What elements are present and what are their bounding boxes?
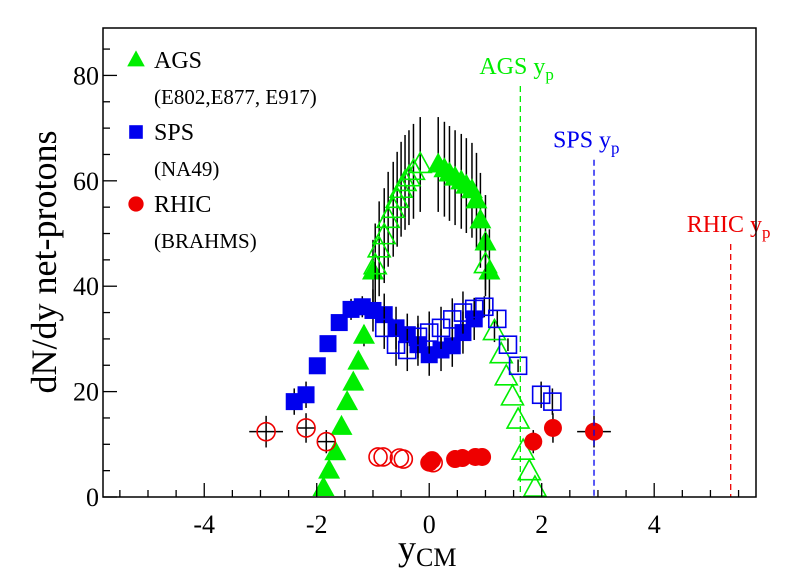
data-point bbox=[371, 221, 397, 245]
data-point bbox=[316, 431, 337, 452]
x-tick-label: -4 bbox=[193, 510, 215, 539]
x-axis-label-main: y bbox=[398, 528, 416, 568]
data-point bbox=[543, 418, 562, 437]
data-marks bbox=[249, 117, 611, 497]
data-point bbox=[482, 317, 507, 341]
beam-rapidity-label-rhic: RHIC yp bbox=[687, 212, 771, 242]
legend-label: AGS bbox=[154, 48, 202, 74]
legend-item-sps: SPS (NA49) bbox=[129, 120, 219, 181]
data-point bbox=[368, 447, 388, 467]
data-point bbox=[505, 406, 531, 429]
data-point bbox=[469, 208, 492, 229]
beam-rapidity-label-subscript: p bbox=[762, 223, 771, 242]
data-point bbox=[392, 168, 418, 192]
series-sps-reflected bbox=[374, 291, 562, 415]
data-point bbox=[464, 299, 484, 319]
data-point bbox=[508, 356, 528, 376]
beam-rapidity-label-text: RHIC y bbox=[687, 212, 762, 238]
x-axis-label: yCM bbox=[398, 528, 456, 572]
data-point bbox=[330, 314, 348, 332]
data-point bbox=[419, 323, 439, 342]
data-point bbox=[324, 440, 347, 461]
data-point bbox=[465, 188, 488, 209]
legend-item-ags: AGS (E802,E877, E917) bbox=[127, 48, 317, 109]
data-point bbox=[312, 476, 335, 497]
beam-rapidity-label-text: SPS y bbox=[553, 128, 611, 154]
data-point bbox=[352, 323, 375, 344]
series-ags-measured bbox=[312, 117, 501, 497]
data-point bbox=[522, 474, 548, 497]
data-point bbox=[308, 357, 326, 375]
data-point bbox=[423, 452, 443, 473]
data-point bbox=[336, 390, 359, 411]
series-rhic-reflected bbox=[249, 413, 443, 473]
legend-sublabel: (BRAHMS) bbox=[154, 229, 257, 253]
data-point bbox=[487, 309, 507, 329]
legend-marker-triangle bbox=[127, 50, 145, 67]
legend-label: RHIC bbox=[154, 192, 211, 218]
series-ags-reflected bbox=[362, 117, 548, 497]
legend-sublabel: (E802,E877, E917) bbox=[154, 85, 317, 109]
data-point bbox=[366, 235, 392, 258]
data-point bbox=[318, 458, 341, 479]
data-point bbox=[453, 303, 473, 322]
data-point bbox=[408, 327, 428, 347]
data-point bbox=[401, 157, 426, 181]
legend: AGS (E802,E877, E917) SPS (NA49) RHIC (BRAHMS… bbox=[127, 48, 317, 253]
data-point bbox=[386, 335, 406, 355]
legend-marker-circle bbox=[128, 196, 144, 212]
beam-rapidity-label-sps: SPS yp bbox=[553, 128, 620, 158]
data-point bbox=[524, 432, 543, 451]
data-point bbox=[256, 421, 276, 442]
legend-marker-square bbox=[129, 125, 143, 139]
data-point bbox=[393, 449, 414, 469]
y-tick-label: 0 bbox=[86, 483, 99, 512]
beam-rapidity-label-ags: AGS yp bbox=[479, 54, 554, 84]
data-point bbox=[297, 386, 315, 404]
data-point bbox=[362, 252, 388, 275]
data-point bbox=[473, 250, 498, 274]
y-axis-label: dN/dy net-protons bbox=[24, 131, 64, 394]
legend-item-rhic: RHIC (BRAHMS) bbox=[128, 192, 257, 253]
x-tick-label: 0 bbox=[423, 510, 436, 539]
x-axis-label-subscript: CM bbox=[416, 543, 456, 572]
x-tick-label: -2 bbox=[306, 510, 328, 539]
data-point bbox=[407, 150, 433, 174]
data-point bbox=[396, 163, 422, 187]
y-tick-label: 80 bbox=[73, 61, 99, 90]
data-point bbox=[443, 337, 461, 355]
data-point bbox=[373, 447, 393, 467]
y-tick-label: 20 bbox=[73, 378, 99, 407]
data-point bbox=[330, 414, 353, 435]
data-point bbox=[296, 418, 316, 438]
y-tick-label: 60 bbox=[73, 167, 99, 196]
data-point bbox=[374, 318, 394, 338]
x-tick-label: 2 bbox=[535, 510, 548, 539]
data-point bbox=[347, 349, 370, 370]
data-point bbox=[319, 335, 337, 353]
data-point bbox=[453, 449, 472, 468]
data-point bbox=[342, 370, 365, 391]
legend-label: SPS bbox=[154, 120, 194, 146]
data-point bbox=[531, 385, 551, 405]
beam-rapidity-label-text: AGS y bbox=[479, 54, 545, 80]
beam-rapidity-label-subscript: p bbox=[545, 65, 554, 84]
legend-sublabel: (NA49) bbox=[154, 157, 219, 181]
data-point bbox=[498, 335, 518, 355]
data-point bbox=[475, 297, 494, 317]
x-tick-label: 4 bbox=[648, 510, 661, 539]
beam-rapidity-label-subscript: p bbox=[611, 139, 620, 158]
data-point bbox=[397, 340, 417, 360]
data-point bbox=[478, 259, 501, 280]
data-point bbox=[500, 383, 525, 406]
data-point bbox=[516, 458, 542, 481]
y-tick-label: 40 bbox=[73, 272, 99, 301]
data-point bbox=[473, 447, 492, 466]
data-point bbox=[442, 310, 462, 329]
data-point bbox=[543, 392, 562, 411]
